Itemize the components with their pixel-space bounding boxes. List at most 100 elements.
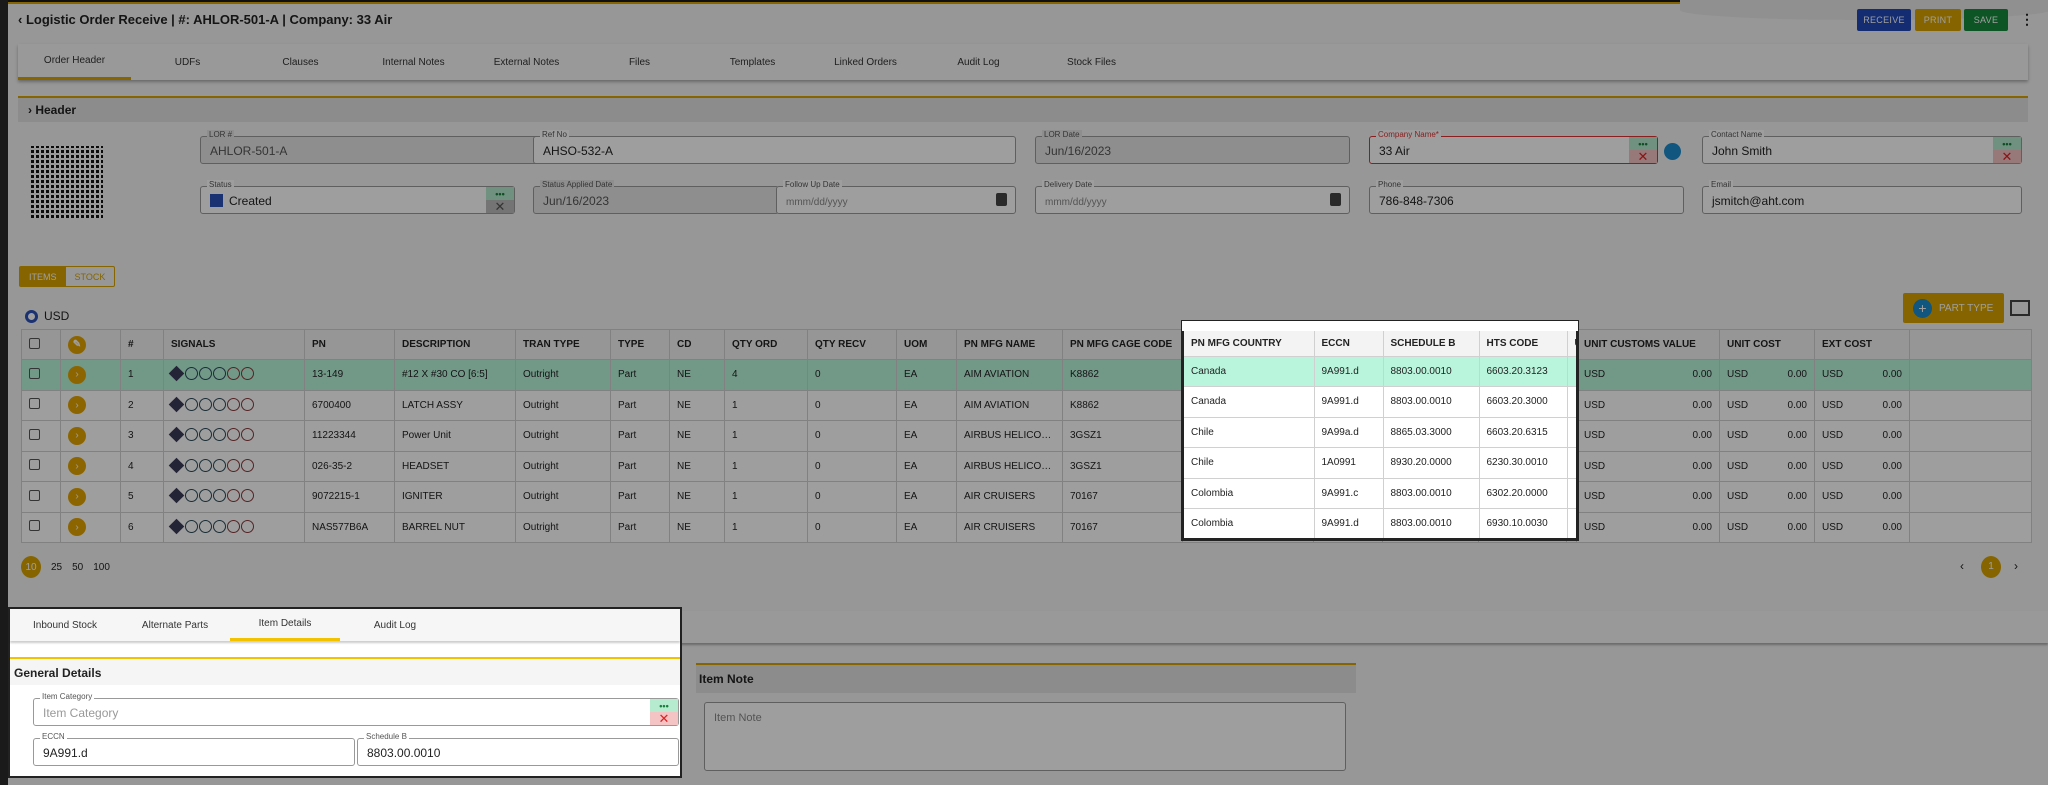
tab-udfs[interactable]: UDFs [174,56,201,68]
page-size-option[interactable]: 25 [51,561,63,573]
select-all-checkbox[interactable] [29,337,40,349]
tab-clauses[interactable]: Clauses [282,56,319,68]
schedule-b-field[interactable]: Schedule B 8803.00.0010 [357,732,679,766]
next-page-icon[interactable]: › [2014,559,2018,573]
more-icon[interactable]: ••• [1629,137,1657,150]
header-section[interactable]: › Header [18,96,2028,122]
table-row[interactable]: › 2 6700400 LATCH ASSY Outright Part NE 1 0 EA AIM… [21,389,2032,421]
eccn-field[interactable]: ECCN 9A991.d [33,732,355,766]
tab-internal-notes[interactable]: Internal Notes [382,56,445,68]
table-row[interactable]: Canada 9A991.d 8803.00.0010 6603.20.3000 [1182,386,1578,418]
checkbox[interactable] [29,398,40,410]
follow-up-date-field[interactable]: Follow Up Date mmm/dd/yyyy [776,180,1016,214]
expand-row-button[interactable]: › [60,450,121,482]
tab-linked-orders[interactable]: Linked Orders [834,56,897,68]
signal-icon [227,489,240,503]
phone-field[interactable]: Phone 786-848-7306 [1369,180,1684,214]
prev-page-icon[interactable]: ‹ [1960,559,1964,573]
column-settings-icon[interactable] [2010,300,2030,316]
calendar-icon[interactable] [996,193,1007,206]
receive-button[interactable]: RECEIVE [1857,9,1911,31]
tab-order-header[interactable]: Order Header [18,44,131,80]
checkbox[interactable] [29,367,40,379]
cell-qo: 1 [724,389,808,421]
chevron-right-icon[interactable]: › [68,396,86,415]
calendar-icon[interactable] [1330,193,1341,206]
chevron-right-icon[interactable]: › [68,518,86,537]
ref-no-field[interactable]: Ref No AHSO-532-A [533,130,1016,164]
alert-icon [241,428,254,442]
more-menu-icon[interactable]: ⋮ [2020,11,2034,27]
table-row[interactable]: Colombia 9A991.d 8803.00.0010 6930.10.0030 [1182,508,1578,540]
column-header: SIGNALS [163,329,305,360]
stock-toggle[interactable]: STOCK [74,272,106,282]
email-field[interactable]: Email jsmitch@aht.com [1702,180,2022,214]
item-note-textarea[interactable]: Item Note [704,702,1346,771]
checkbox[interactable] [29,520,40,532]
edit-icon[interactable]: ✎ [68,335,86,354]
tab-item-details[interactable]: Item Details [230,609,340,641]
checkbox[interactable] [29,489,40,501]
clear-icon[interactable]: ✕ [1629,149,1657,164]
expand-row-button[interactable]: › [60,481,121,513]
table-row[interactable]: Chile 9A99a.d 8865.03.3000 6603.20.6315 [1182,416,1578,448]
print-button[interactable]: PRINT [1915,9,1961,31]
back-icon[interactable]: ‹ [18,12,26,27]
table-row[interactable]: Canada 9A991.d 8803.00.0010 6603.20.3123 [1182,355,1578,387]
row-checkbox[interactable] [21,511,61,543]
chevron-right-icon[interactable]: › [68,365,86,384]
chevron-right-icon[interactable]: › [68,487,86,506]
more-icon[interactable]: ••• [1993,137,2021,150]
column-header[interactable] [21,329,61,360]
row-checkbox[interactable] [21,450,61,482]
add-part-type-button[interactable]: + PART TYPE [1903,293,2004,323]
save-button[interactable]: SAVE [1964,9,2008,31]
chevron-right-icon[interactable]: › [68,426,86,445]
item-category-field[interactable]: Item Category Item Category ••• ✕ [33,692,679,726]
items-toggle[interactable]: ITEMS [20,267,66,286]
checkbox[interactable] [29,428,40,440]
page-size-option[interactable]: 50 [72,561,84,573]
tab-audit-log[interactable]: Audit Log [957,56,1000,68]
radio-icon[interactable] [25,309,38,323]
expand-row-button[interactable]: › [60,420,121,452]
expand-row-button[interactable]: › [60,359,121,391]
view-company-icon[interactable] [1664,143,1681,160]
more-icon[interactable]: ••• [486,187,514,200]
status-field[interactable]: Status Created ••• ✕ [200,180,515,214]
cell-cage: 3GSZ1 [1062,420,1183,452]
clear-icon[interactable]: ✕ [1993,149,2021,164]
cell-pn: 13-149 [304,359,395,391]
cell-eccn: 9A991.d [1313,386,1384,418]
checkbox[interactable] [29,459,40,471]
contact-name-field[interactable]: Contact Name John Smith ••• ✕ [1702,130,2022,164]
tab-external-notes[interactable]: External Notes [493,56,560,68]
chevron-right-icon[interactable]: › [68,457,86,476]
tab-stock-files[interactable]: Stock Files [1067,56,1116,68]
page-size-option[interactable]: 100 [93,561,110,573]
table-row[interactable]: › 4 026-35-2 HEADSET Outright Part NE 1 0 EA AIRBU… [21,450,2032,482]
tab-detail-audit-log[interactable]: Audit Log [373,619,417,631]
table-row[interactable]: Chile 1A0991 8930.20.0000 6230.30.0010 [1182,447,1578,479]
cell [1566,386,1578,418]
more-icon[interactable]: ••• [650,699,678,712]
page-size-option[interactable]: 10 [21,556,41,578]
tab-alternate-parts[interactable]: Alternate Parts [141,619,209,631]
cell-uc: USD 0.00 [1719,450,1815,482]
clear-icon[interactable]: ✕ [650,711,678,726]
table-row[interactable]: Colombia 9A991.c 8803.00.0010 6302.20.0000 [1182,477,1578,509]
cell-ucv: USD 0.00 [1576,420,1720,452]
row-checkbox[interactable] [21,481,61,513]
page-button-current[interactable]: 1 [1981,556,2001,578]
expand-row-button[interactable]: › [60,511,121,543]
cell-country: Canada [1182,386,1315,418]
company-name-field[interactable]: Company Name* 33 Air ••• ✕ [1369,130,1658,164]
delivery-date-field[interactable]: Delivery Date mmm/dd/yyyy [1035,180,1350,214]
column-header[interactable]: ✎ [60,329,121,360]
tab-inbound-stock[interactable]: Inbound Stock [33,619,97,631]
clear-icon[interactable]: ✕ [486,199,514,214]
tab-templates[interactable]: Templates [729,56,776,68]
cell-schedb: 8803.00.0010 [1382,477,1480,509]
currency-radio[interactable]: USD [25,309,69,323]
tab-files[interactable]: Files [628,56,651,68]
